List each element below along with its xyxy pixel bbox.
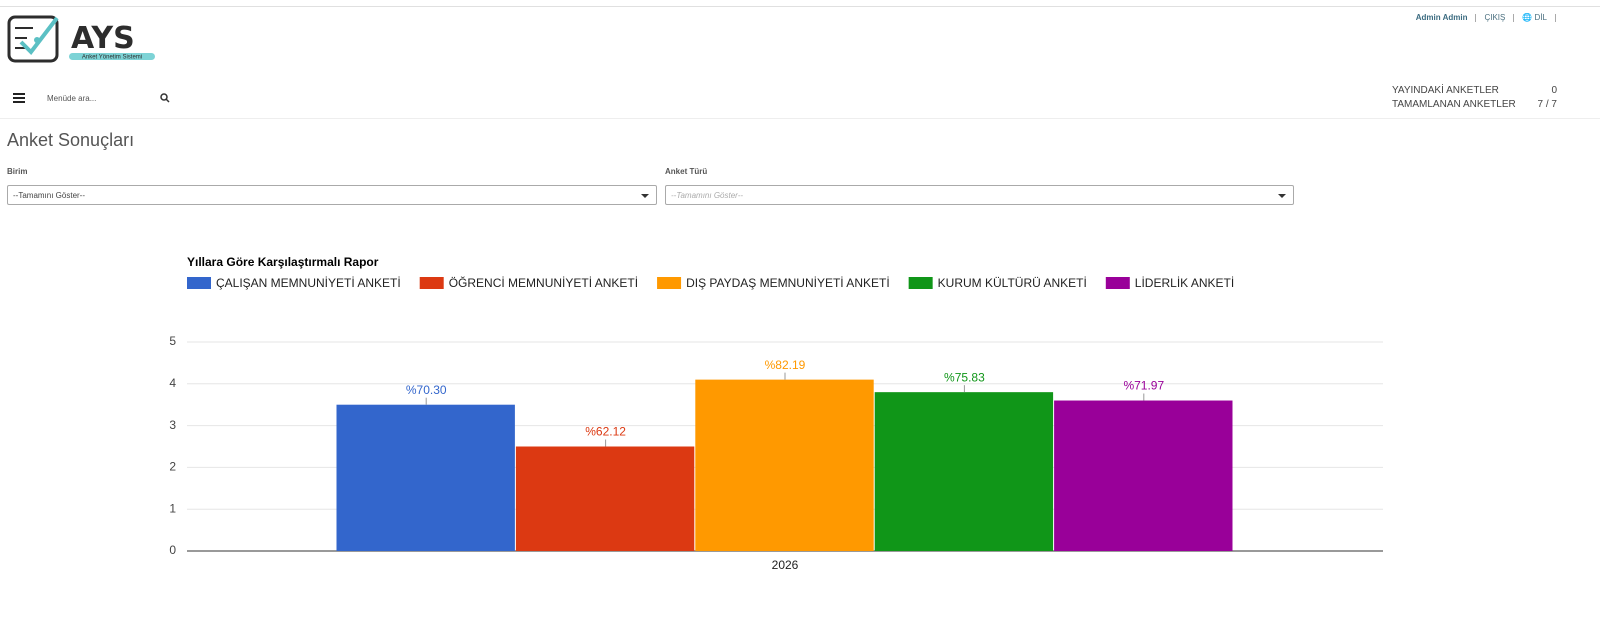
filter-label: Birim xyxy=(7,167,28,176)
stat-value: 7 / 7 xyxy=(1537,99,1557,110)
bar xyxy=(874,392,1054,551)
y-tick-label: 1 xyxy=(169,501,176,515)
y-tick-label: 4 xyxy=(169,376,176,390)
stat-row: TAMAMLANAN ANKETLER 7 / 7 xyxy=(1392,99,1557,113)
legend-swatch xyxy=(657,277,682,289)
legend-swatch xyxy=(908,277,933,289)
chart-title: Yıllara Göre Karşılaştırmalı Rapor xyxy=(187,255,379,269)
legend-label: KURUM KÜLTÜRÜ ANKETİ xyxy=(938,276,1087,290)
bar xyxy=(695,379,874,551)
stat-row: YAYINDAKİ ANKETLER 0 xyxy=(1392,85,1557,99)
logout-link[interactable]: ÇIKIŞ xyxy=(1484,13,1506,22)
menu-toggle[interactable] xyxy=(13,93,25,103)
legend-label: ÖĞRENCİ MEMNUNİYETİ ANKETİ xyxy=(449,275,638,290)
divider xyxy=(1555,13,1556,22)
divider xyxy=(1513,13,1515,22)
filter-select[interactable]: --Tamamını Göster-- xyxy=(7,185,657,205)
logo-subtitle: Anket Yönetim Sistemi xyxy=(82,55,142,61)
stat-value: 0 xyxy=(1551,85,1557,96)
stats: YAYINDAKİ ANKETLER 0 TAMAMLANAN ANKETLER 7… xyxy=(1392,85,1557,113)
user-name[interactable]: Admin Admin xyxy=(1415,13,1468,22)
annotation: %62.12 xyxy=(585,425,626,439)
y-tick-label: 5 xyxy=(169,334,176,348)
logo[interactable]: AYS Anket Yönetim Sistemi xyxy=(7,14,157,66)
bar xyxy=(1054,400,1233,551)
search-icon[interactable] xyxy=(160,93,170,103)
annotation: %82.19 xyxy=(765,358,806,372)
stat-label: TAMAMLANAN ANKETLER xyxy=(1392,99,1516,110)
language-menu[interactable]: 🌐 DİL xyxy=(1522,13,1547,22)
stat-label: YAYINDAKİ ANKETLER xyxy=(1392,85,1499,96)
annotation: %70.30 xyxy=(406,383,447,397)
legend-swatch xyxy=(419,277,444,289)
filter-select[interactable]: --Tamamını Göster-- xyxy=(665,185,1294,205)
page-title: Anket Sonuçları xyxy=(7,130,135,150)
filter-placeholder: --Tamamını Göster-- xyxy=(671,191,744,200)
legend-label: ÇALIŞAN MEMNUNİYETİ ANKETİ xyxy=(216,276,401,290)
bar xyxy=(515,446,695,551)
menu-search[interactable]: Menüde ara... xyxy=(47,94,97,103)
x-tick-label: 2026 xyxy=(772,558,799,572)
language-label: DİL xyxy=(1534,13,1547,22)
filter-value: --Tamamını Göster-- xyxy=(13,191,86,200)
legend-label: LİDERLİK ANKETİ xyxy=(1135,276,1234,290)
header-separator xyxy=(0,118,1600,119)
logo-text: AYS xyxy=(71,21,135,56)
legend-swatch xyxy=(187,277,211,289)
y-tick-label: 2 xyxy=(169,460,176,474)
annotation: %71.97 xyxy=(1123,379,1164,393)
annotation: %75.83 xyxy=(944,370,985,384)
legend-label: DIŞ PAYDAŞ MEMNUNİYETİ ANKETİ xyxy=(686,276,890,290)
top-links: Admin Admin ÇIKIŞ 🌐 DİL xyxy=(1416,13,1556,22)
y-tick-label: 0 xyxy=(169,543,176,557)
y-tick-label: 3 xyxy=(169,418,176,432)
bar xyxy=(336,404,515,551)
chart: Yıllara Göre Karşılaştırmalı Rapor ÇALIŞ… xyxy=(169,255,1383,572)
legend-swatch xyxy=(1105,277,1130,289)
top-border xyxy=(0,6,1600,7)
filter-label: Anket Türü xyxy=(665,167,708,176)
divider xyxy=(1475,13,1477,22)
